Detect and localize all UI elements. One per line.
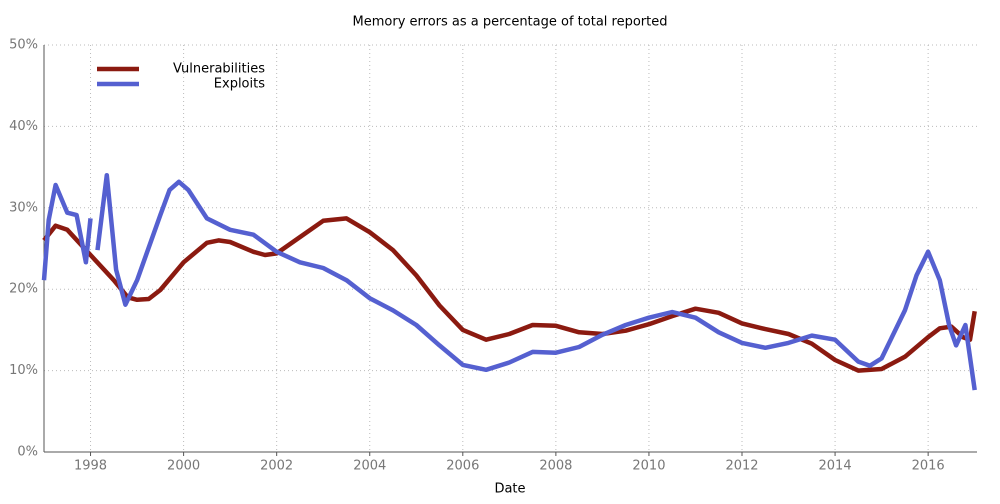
legend-label: Vulnerabilities [173, 62, 265, 77]
y-tick-label: 40% [9, 119, 38, 134]
x-tick-label: 2008 [539, 459, 572, 474]
x-tick-label: 2000 [167, 459, 200, 474]
x-axis-label: Date [494, 482, 525, 497]
legend-label: Exploits [214, 77, 265, 92]
x-tick-label: 2014 [819, 459, 852, 474]
x-tick-label: 2004 [353, 459, 386, 474]
y-tick-label: 30% [9, 200, 38, 215]
y-tick-label: 10% [9, 363, 38, 378]
line-series [42, 216, 977, 373]
y-tick-label: 50% [9, 38, 38, 53]
x-tick-label: 2006 [446, 459, 479, 474]
x-tick-label: 2010 [632, 459, 665, 474]
x-tick-label: 2016 [912, 459, 945, 474]
x-tick-label: 2012 [725, 459, 758, 474]
y-tick-label: 0% [17, 445, 38, 460]
chart-title: Memory errors as a percentage of total r… [353, 15, 668, 30]
x-tick-label: 1998 [74, 459, 107, 474]
line-series [41, 172, 977, 391]
x-tick-label: 2002 [260, 459, 293, 474]
y-tick-label: 20% [9, 282, 38, 297]
